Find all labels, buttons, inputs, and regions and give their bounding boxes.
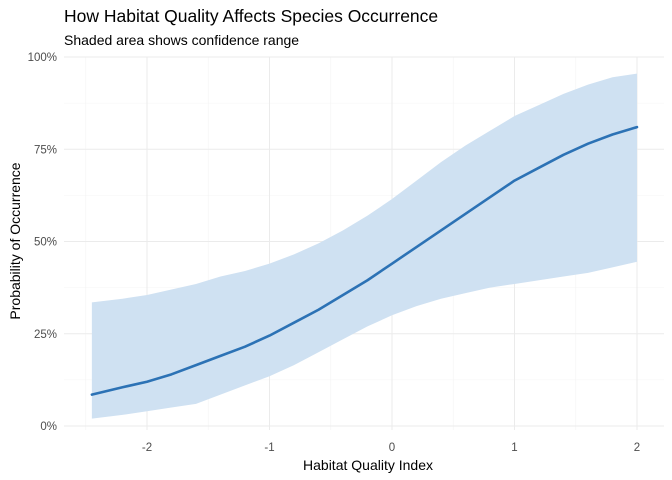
y-tick-label: 25% <box>34 329 57 341</box>
x-tick-label: -2 <box>142 442 152 454</box>
x-tick-label: 0 <box>389 442 395 454</box>
y-tick-label: 50% <box>34 237 57 249</box>
y-tick-label: 100% <box>28 52 57 64</box>
y-tick-label: 0% <box>40 421 57 433</box>
x-tick-labels: -2 -1 0 1 2 <box>142 442 640 454</box>
chart-subtitle: Shaded area shows confidence range <box>64 32 300 48</box>
confidence-band-layer <box>91 73 638 419</box>
x-tick-label: 2 <box>634 442 640 454</box>
y-axis-title: Probability of Occurrence <box>7 162 23 319</box>
x-tick-label: 1 <box>511 442 517 454</box>
y-tick-label: 75% <box>34 144 57 156</box>
occurrence-trend-line <box>90 125 639 396</box>
x-tick-label: -1 <box>264 442 274 454</box>
y-tick-labels: 0% 25% 50% 75% 100% <box>28 52 57 433</box>
confidence-band <box>91 73 638 419</box>
chart-title: How Habitat Quality Affects Species Occu… <box>64 6 439 26</box>
x-axis-title: Habitat Quality Index <box>303 457 433 473</box>
trend-line-layer <box>90 125 639 396</box>
